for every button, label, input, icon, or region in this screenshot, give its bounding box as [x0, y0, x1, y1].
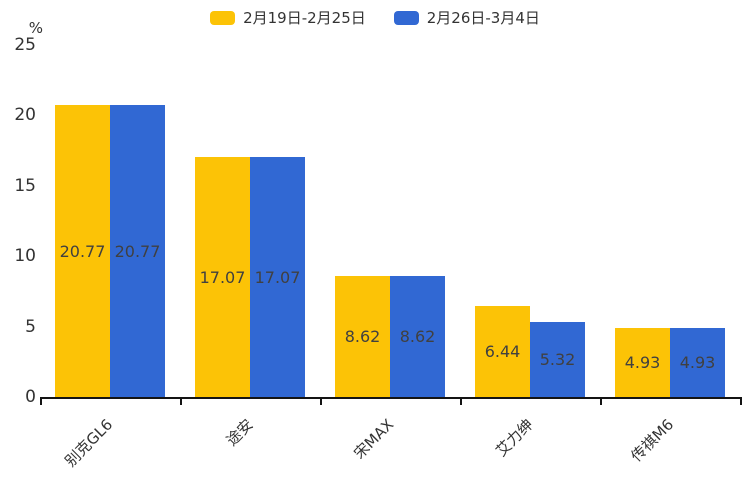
- bar-value-label: 17.07: [199, 267, 246, 287]
- x-axis-tick-mark: [320, 399, 322, 405]
- bar-series2-cat5: 4.93: [670, 328, 725, 397]
- bar-value-label: 8.62: [399, 327, 436, 346]
- legend-item-label: 2月26日-3月4日: [426, 9, 540, 27]
- bar-value-label: 4.93: [679, 353, 716, 372]
- bar-value-label: 8.62: [344, 327, 381, 346]
- legend-item-series2[interactable]: 2月26日-3月4日: [393, 7, 540, 28]
- x-axis-tick-mark: [740, 399, 742, 405]
- y-axis-tick-label: 5: [25, 316, 36, 337]
- bar-value-label: 20.77: [114, 241, 161, 261]
- legend: 2月19日-2月25日 2月26日-3月4日: [0, 7, 750, 28]
- x-axis-line: [40, 397, 742, 399]
- bar-value-label: 4.93: [624, 353, 661, 372]
- bar-value-label: 6.44: [484, 342, 521, 361]
- bar-series2-cat2: 17.07: [250, 157, 305, 397]
- y-axis-tick-label: 10: [14, 246, 36, 267]
- y-axis-tick-label: 25: [14, 35, 36, 55]
- legend-swatch-icon: [393, 10, 419, 25]
- bar-value-label: 5.32: [539, 350, 576, 369]
- x-axis-label: 途安: [222, 415, 257, 450]
- bar-series2-cat1: 20.77: [110, 105, 165, 397]
- legend-item-series1[interactable]: 2月19日-2月25日: [210, 7, 366, 28]
- bar-value-label: 20.77: [59, 241, 106, 261]
- y-axis-tick-label: 0: [25, 387, 36, 407]
- bar-series1-cat2: 17.07: [195, 157, 250, 397]
- bar-series1-cat5: 4.93: [615, 328, 670, 397]
- y-axis-unit-label: %: [28, 19, 43, 37]
- legend-swatch-icon: [210, 10, 236, 25]
- x-axis-label: 传祺M6: [626, 415, 677, 466]
- bar-value-label: 17.07: [254, 267, 301, 287]
- x-axis-tick-mark: [460, 399, 462, 405]
- x-axis-tick-mark: [180, 399, 182, 405]
- bar-series2-cat4: 5.32: [530, 322, 585, 397]
- bar-series1-cat1: 20.77: [55, 105, 110, 397]
- bar-series1-cat4: 6.44: [475, 306, 530, 397]
- x-axis-tick-mark: [600, 399, 602, 405]
- bar-series1-cat3: 8.62: [335, 276, 390, 397]
- x-axis-label: 艾力绅: [492, 415, 537, 461]
- y-axis-tick-label: 20: [14, 105, 36, 126]
- y-axis-tick-label: 15: [14, 175, 36, 196]
- legend-item-label: 2月19日-2月25日: [243, 9, 366, 27]
- x-axis-label: 别克GL6: [61, 415, 117, 471]
- bar-series2-cat3: 8.62: [390, 276, 445, 397]
- x-axis-tick-mark: [40, 399, 42, 405]
- x-axis-label: 宋MAX: [349, 415, 397, 463]
